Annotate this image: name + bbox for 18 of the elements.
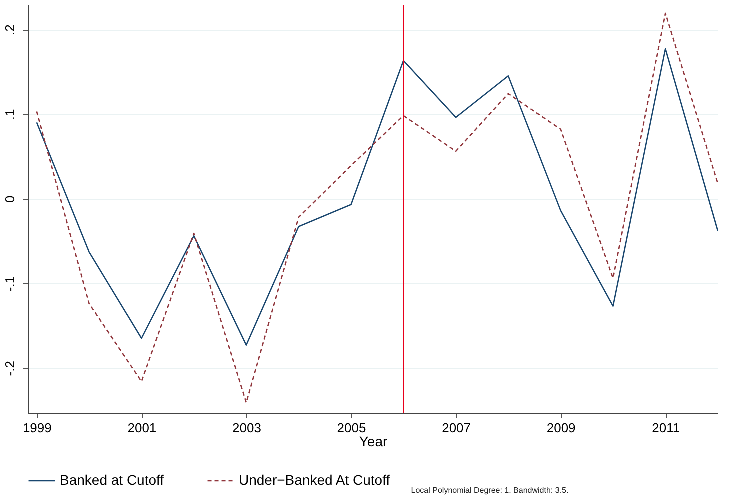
- x-axis-title: Year: [359, 434, 388, 450]
- x-tick-label: 2009: [546, 420, 576, 436]
- y-tick-label: 0: [2, 196, 18, 203]
- legend-label: Banked at Cutoff: [60, 472, 164, 488]
- line-series: [36, 48, 718, 346]
- x-tick-label: 2005: [337, 420, 366, 436]
- y-tick-label: -.2: [2, 361, 18, 376]
- y-tick-label: .2: [2, 24, 18, 36]
- y-tick-label: -.1: [2, 276, 18, 292]
- x-tick-label: 1999: [22, 420, 52, 436]
- x-tick-label: 2007: [442, 420, 471, 436]
- line-series: [36, 12, 718, 404]
- text: Local Polynomial Degree: 1. Bandwidth: 3.5.: [411, 486, 569, 495]
- x-tick-label: 2011: [652, 420, 680, 436]
- x-tick-label: 2001: [128, 420, 157, 436]
- legend-label: Under−Banked At Cutoff: [239, 472, 390, 488]
- y-tick-label: .1: [2, 109, 18, 120]
- x-tick-label: 2003: [232, 420, 262, 436]
